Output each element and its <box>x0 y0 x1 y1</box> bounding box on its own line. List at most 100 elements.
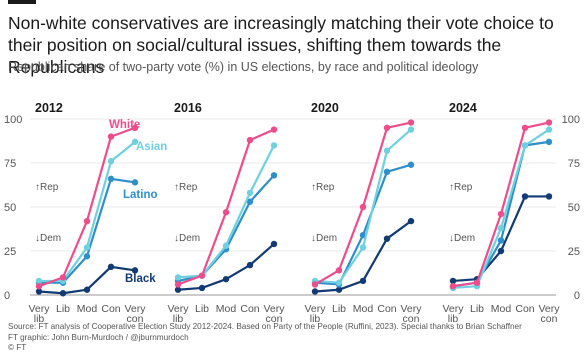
rep-annotation: ↑Rep <box>449 182 473 193</box>
data-point-asian <box>335 279 343 286</box>
x-tick-label: Very lib <box>304 303 326 325</box>
data-point-black <box>174 286 182 293</box>
x-tick-label: Lib <box>470 303 484 315</box>
data-point-black <box>359 277 367 285</box>
data-point-white <box>521 124 529 131</box>
series-label-asian: Asian <box>136 141 167 153</box>
dem-annotation: ↓Dem <box>311 233 337 244</box>
x-tick-label: Mod <box>77 303 98 315</box>
data-point-white <box>383 124 391 131</box>
data-point-black <box>246 261 254 269</box>
series-line-white <box>452 121 550 288</box>
data-point-black <box>497 247 505 255</box>
series-line-white <box>314 121 412 286</box>
source-note: Source: FT analysis of Cooperative Elect… <box>8 322 584 354</box>
y-tick-label-left: 75 <box>4 158 16 170</box>
y-tick-label-right: 25 <box>568 246 580 258</box>
data-point-white <box>174 281 182 288</box>
data-point-asian <box>35 277 43 285</box>
data-point-white <box>59 274 67 281</box>
y-tick-label-right: 0 <box>574 290 580 302</box>
series-label-black: Black <box>125 273 156 285</box>
data-point-black <box>198 284 206 292</box>
data-point-white <box>449 283 457 290</box>
x-tick-label: Con <box>240 303 259 315</box>
data-point-black <box>545 193 553 200</box>
data-point-asian <box>83 244 91 251</box>
data-point-asian <box>407 126 415 133</box>
data-point-latino <box>270 172 278 179</box>
x-tick-label: Very lib <box>28 303 50 325</box>
data-point-black <box>270 240 278 248</box>
data-point-white <box>545 119 553 126</box>
data-point-latino <box>107 175 115 183</box>
data-point-asian <box>107 158 115 165</box>
rep-annotation: ↑Rep <box>174 182 198 193</box>
rep-annotation: ↑Rep <box>35 182 59 193</box>
data-point-black <box>383 235 391 242</box>
data-point-black <box>335 286 343 293</box>
series-label-latino: Latino <box>123 189 158 201</box>
chart-subtitle: Republican share of two-party vote (%) i… <box>8 60 479 74</box>
x-tick-label: Very con <box>400 303 422 325</box>
data-point-latino <box>383 168 391 175</box>
panel-year-title: 2020 <box>311 101 339 115</box>
x-tick-label: Very con <box>263 303 285 325</box>
x-tick-label: Lib <box>332 303 346 315</box>
ft-brand-bar <box>8 0 36 4</box>
data-point-black <box>131 267 139 274</box>
y-tick-label-left: 25 <box>4 246 16 258</box>
data-point-white <box>83 217 91 225</box>
data-point-white <box>473 279 481 286</box>
data-point-white <box>335 267 343 274</box>
data-point-asian <box>521 142 529 149</box>
data-point-black <box>311 288 319 295</box>
data-point-white <box>270 126 278 133</box>
data-point-white <box>311 281 319 288</box>
y-tick-label-left: 50 <box>4 202 16 214</box>
copyright-line: © FT <box>8 343 27 352</box>
data-point-black <box>407 217 415 225</box>
data-point-black <box>222 275 230 283</box>
data-point-asian <box>246 189 254 197</box>
x-tick-label: Very lib <box>442 303 464 325</box>
rep-annotation: ↑Rep <box>311 182 335 193</box>
y-tick-label-right: 75 <box>568 158 580 170</box>
y-tick-label-left: 0 <box>4 290 10 302</box>
y-tick-label-right: 100 <box>562 114 580 126</box>
data-point-asian <box>545 126 553 133</box>
data-point-white <box>198 272 206 279</box>
data-point-black <box>83 286 91 293</box>
x-tick-label: Very con <box>124 303 146 325</box>
data-point-white <box>107 133 115 140</box>
series-line-asian <box>452 128 550 290</box>
data-point-black <box>107 263 115 271</box>
y-tick-label-left: 100 <box>4 114 22 126</box>
data-point-black <box>449 277 457 285</box>
panel-year-title: 2016 <box>174 101 202 115</box>
x-tick-label: Mod <box>216 303 237 315</box>
dem-annotation: ↓Dem <box>35 233 61 244</box>
series-line-latino <box>39 177 136 284</box>
y-tick-label-right: 50 <box>568 202 580 214</box>
data-point-asian <box>222 242 230 249</box>
panel-year-title: 2012 <box>35 101 63 115</box>
data-point-white <box>359 203 367 211</box>
data-point-asian <box>131 138 139 146</box>
chart-title: Non-white conservatives are increasingly… <box>8 13 554 77</box>
x-tick-label: Lib <box>195 303 209 315</box>
data-point-latino <box>246 198 254 205</box>
data-point-asian <box>359 244 367 251</box>
x-tick-label: Mod <box>491 303 512 315</box>
x-tick-label: Con <box>377 303 396 315</box>
data-point-asian <box>174 274 182 281</box>
data-point-black <box>59 290 67 297</box>
data-point-white <box>131 124 139 131</box>
data-point-asian <box>383 147 391 154</box>
data-point-white <box>246 136 254 144</box>
dem-annotation: ↓Dem <box>449 233 475 244</box>
data-point-latino <box>497 237 505 244</box>
data-point-latino <box>545 138 553 146</box>
data-point-latino <box>83 253 91 260</box>
